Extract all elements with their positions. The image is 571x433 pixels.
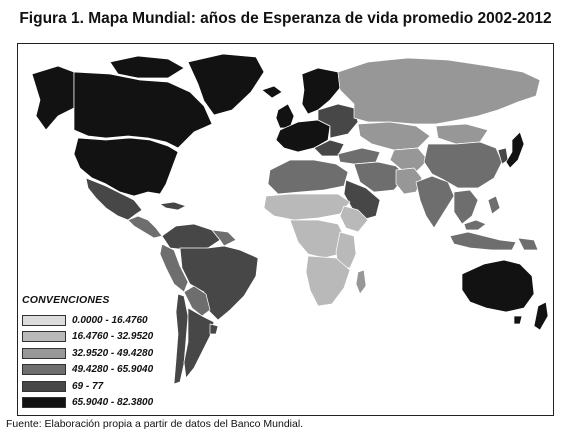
region-kazakhstan — [357, 121, 431, 151]
region-balkans — [313, 139, 345, 157]
region-western-europe — [275, 119, 331, 153]
legend-item: 32.9520 - 49.4280 — [22, 345, 192, 362]
region-tasmania — [513, 315, 523, 325]
legend-item: 49.4280 - 65.9040 — [22, 362, 192, 379]
region-southern-africa — [305, 255, 351, 307]
region-philippines — [487, 195, 501, 215]
region-india — [415, 175, 455, 229]
legend-item: 16.4760 - 32.9520 — [22, 329, 192, 346]
region-east-africa — [335, 231, 357, 269]
region-madagascar — [355, 269, 367, 295]
region-brazil — [179, 245, 259, 321]
region-afghanistan-pakistan — [395, 167, 423, 195]
legend-item: 65.9040 - 82.3800 — [22, 395, 192, 412]
region-russia — [337, 57, 541, 125]
region-usa — [73, 137, 179, 197]
region-turkey-caucasus — [337, 147, 381, 165]
legend-swatch — [22, 364, 66, 376]
region-arctic-islands — [109, 55, 185, 79]
region-central-america — [127, 215, 163, 239]
region-horn-of-africa — [339, 205, 369, 233]
figure-title: Figura 1. Mapa Mundial: años de Esperanz… — [19, 10, 552, 27]
region-sahel — [263, 193, 351, 221]
region-arabia — [343, 179, 381, 221]
region-colombia-venezuela — [161, 223, 221, 251]
region-australia — [461, 259, 535, 313]
region-mexico — [85, 177, 143, 221]
region-bolivia-paraguay — [183, 285, 211, 317]
region-iceland — [261, 85, 283, 99]
region-caribbean — [159, 201, 187, 211]
legend-item: 0.0000 - 16.4760 — [22, 312, 192, 329]
legend-label: 69 - 77 — [72, 380, 104, 392]
legend-swatch — [22, 331, 66, 343]
legend-label: 65.9040 - 82.3800 — [72, 397, 154, 409]
region-scandinavia — [301, 67, 341, 115]
legend-item: 69 - 77 — [22, 378, 192, 395]
region-greenland — [187, 53, 265, 116]
world-map — [31, 53, 549, 385]
region-china — [423, 141, 503, 189]
region-new-guinea — [517, 237, 539, 251]
region-chile — [173, 293, 189, 385]
legend-swatch — [22, 314, 66, 326]
region-japan — [505, 131, 525, 169]
region-north-africa — [267, 159, 349, 195]
legend-title: CONVENCIONES — [22, 294, 110, 306]
legend-swatch — [22, 380, 66, 392]
region-indonesia — [449, 231, 517, 251]
legend-label: 32.9520 - 49.4280 — [72, 347, 154, 359]
region-malaysia — [463, 219, 487, 231]
legend-swatch — [22, 347, 66, 359]
legend-label: 16.4760 - 32.9520 — [72, 331, 154, 343]
region-guianas — [211, 229, 237, 247]
region-alaska — [31, 65, 75, 131]
region-canada — [73, 71, 213, 149]
legend-label: 0.0000 - 16.4760 — [72, 314, 148, 326]
source-note: Fuente: Elaboración propia a partir de d… — [6, 418, 304, 430]
region-new-zealand — [533, 301, 549, 331]
legend-label: 49.4280 - 65.9040 — [72, 364, 154, 376]
region-mongolia — [435, 123, 489, 145]
region-eastern-europe — [317, 103, 359, 139]
map-frame: CONVENCIONES 0.0000 - 16.4760 16.4760 - … — [17, 43, 554, 416]
region-uruguay — [209, 323, 219, 335]
map-legend: CONVENCIONES 0.0000 - 16.4760 16.4760 - … — [22, 294, 192, 411]
region-uk-ireland — [275, 103, 295, 129]
region-indochina — [453, 189, 479, 225]
region-argentina — [183, 307, 215, 379]
legend-swatch — [22, 397, 66, 409]
